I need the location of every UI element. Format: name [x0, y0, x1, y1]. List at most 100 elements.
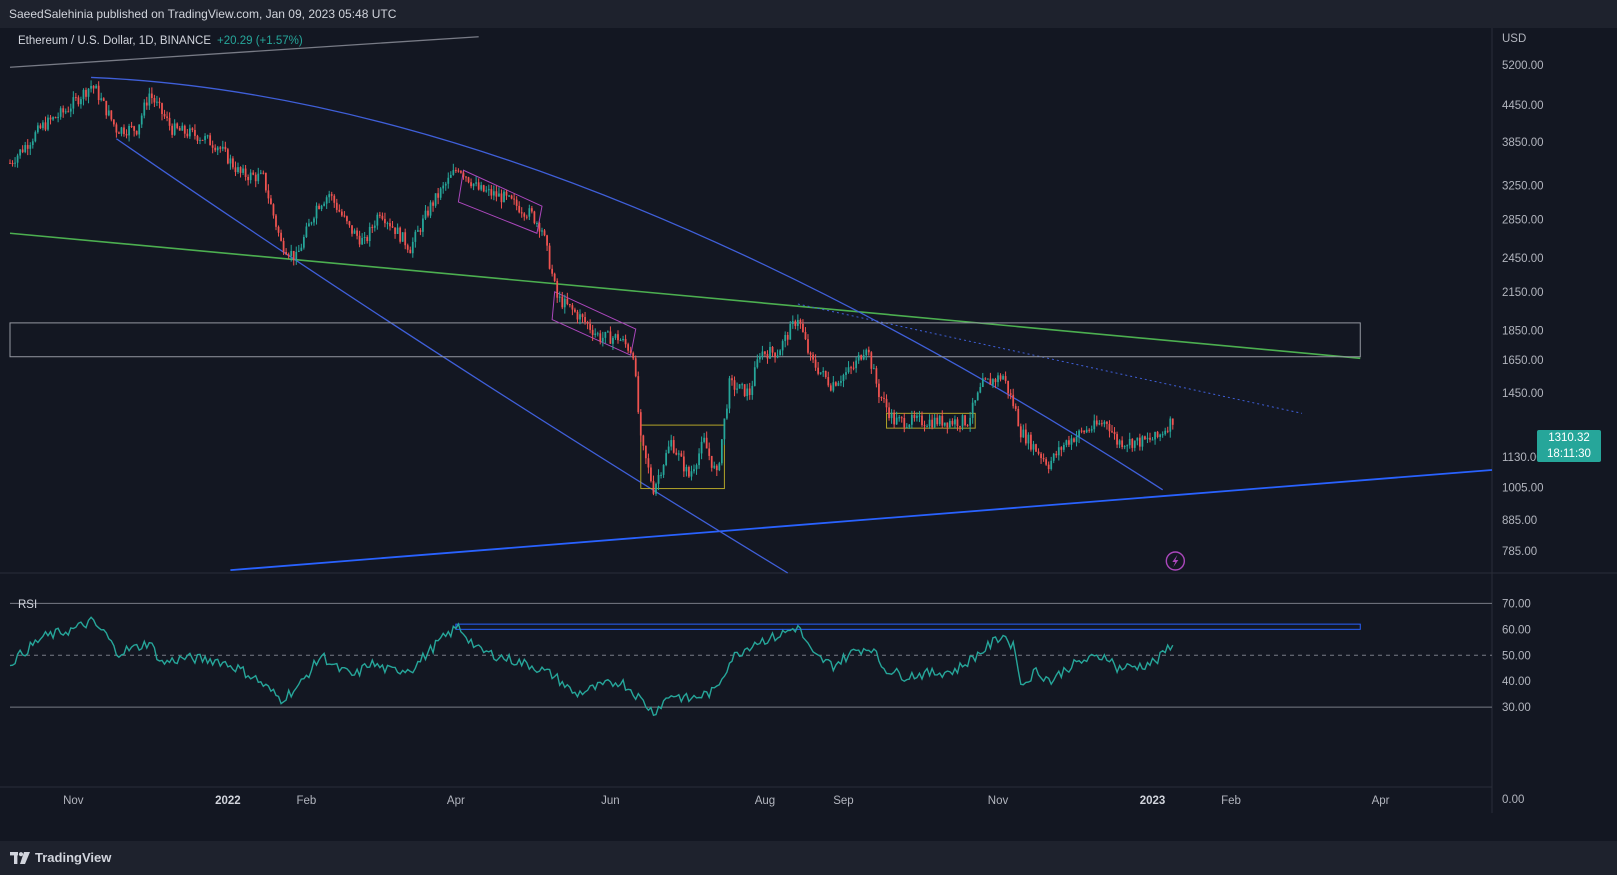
candle-body: [1159, 434, 1162, 438]
trendline-support-blue[interactable]: [230, 469, 1493, 572]
candle-body: [343, 215, 346, 217]
candle-body: [743, 384, 746, 397]
candle-body: [1083, 430, 1086, 433]
trendline-green[interactable]: [9, 232, 1361, 360]
candle-body: [736, 388, 738, 390]
candle-body: [948, 420, 951, 428]
channel-purple-1[interactable]: [457, 169, 543, 234]
chart-area[interactable]: USD 5200.00 4450.00 3850.00 3250.00 2850.00 24…: [0, 28, 1617, 841]
candle-body: [807, 339, 809, 353]
candle-body: [1022, 429, 1025, 438]
candle-body: [594, 333, 597, 335]
candle-body: [541, 230, 543, 232]
candle-body: [199, 139, 201, 141]
candle-body: [376, 214, 379, 226]
time-tick-label: Feb: [296, 795, 316, 807]
candle-body: [285, 252, 288, 255]
drawing-tools[interactable]: [9, 36, 1493, 574]
candle-body: [156, 101, 158, 103]
candle-body: [895, 417, 898, 425]
candle-body: [779, 350, 782, 356]
candle-body: [366, 237, 369, 242]
candle-body: [705, 437, 708, 449]
candle-body: [1144, 436, 1146, 440]
trendline-dotted[interactable]: [797, 303, 1303, 414]
consolidation-box-june[interactable]: [640, 424, 725, 490]
rsi-line[interactable]: [9, 616, 1174, 717]
candle-body: [39, 125, 42, 129]
candle-body: [188, 128, 191, 137]
last-price-tag: 1310.32 18:11:30: [1537, 430, 1601, 462]
candle-body: [530, 208, 533, 212]
price-tick-label: 885.00: [1502, 515, 1537, 527]
candle-body: [533, 211, 536, 224]
candle-body: [596, 333, 599, 335]
candle-body: [789, 324, 792, 340]
candle-body: [133, 126, 136, 131]
candle-body: [817, 367, 820, 374]
candle-body: [1095, 420, 1098, 425]
candle-body: [708, 448, 711, 456]
channel-purple-2[interactable]: [551, 291, 637, 356]
candle-body: [898, 417, 901, 419]
candle-body: [465, 176, 467, 178]
candle-body: [910, 414, 913, 425]
candle-body: [24, 145, 27, 153]
candle-body: [979, 387, 982, 393]
candle-body: [832, 382, 835, 391]
candle-body: [1164, 430, 1167, 435]
candle-body: [338, 209, 341, 212]
arc-support[interactable]: [116, 138, 789, 574]
candle-body: [371, 226, 374, 228]
candle-body: [373, 225, 376, 228]
candle-body: [523, 213, 526, 217]
candle-body: [444, 183, 447, 186]
symbol-label[interactable]: Ethereum / U.S. Dollar, 1D, BINANCE: [18, 35, 212, 47]
candle-body: [72, 97, 75, 109]
candle-body: [715, 465, 718, 471]
candle-body: [166, 116, 168, 118]
rsi-pane-label[interactable]: RSI: [18, 599, 38, 611]
candle-body: [741, 384, 744, 386]
candle-body: [781, 341, 784, 351]
candle-body: [102, 98, 105, 101]
candle-body: [391, 226, 394, 228]
candle-body: [404, 232, 407, 246]
candlestick-series[interactable]: [9, 80, 1174, 496]
candle-body: [100, 98, 103, 101]
candle-body: [622, 338, 624, 341]
candle-body: [254, 174, 257, 182]
candle-body: [764, 351, 766, 354]
candle-body: [921, 415, 923, 426]
candle-body: [1078, 430, 1080, 437]
candle-body: [525, 216, 528, 218]
candle-body: [239, 167, 242, 173]
time-tick-label: Nov: [988, 795, 1009, 807]
candle-body: [1123, 446, 1126, 448]
candle-body: [946, 422, 949, 428]
candle-body: [802, 323, 804, 333]
candle-body: [632, 352, 635, 359]
trendline-grey[interactable]: [9, 36, 479, 68]
candle-body: [609, 331, 612, 344]
candle-body: [675, 452, 678, 455]
tradingview-brand[interactable]: TradingView: [10, 850, 111, 865]
consolidation-box-october[interactable]: [886, 412, 976, 429]
candle-body: [229, 158, 232, 164]
tradingview-logo-icon: [10, 851, 30, 864]
candle-body: [994, 379, 997, 383]
candle-body: [959, 426, 961, 428]
price-tick-label: 3250.00: [1502, 181, 1544, 193]
lightning-icon[interactable]: [1165, 551, 1186, 571]
resistance-zone-rectangle[interactable]: [9, 322, 1361, 358]
candle-body: [650, 467, 652, 482]
rsi-resistance-rectangle[interactable]: [455, 623, 1361, 630]
candle-body: [1098, 423, 1101, 425]
arc-resistance[interactable]: [91, 76, 1164, 491]
candle-body: [171, 125, 174, 135]
candle-body: [467, 177, 470, 183]
candle-body: [576, 311, 579, 320]
price-tick-label: 1130.00: [1502, 452, 1543, 464]
candle-body: [941, 415, 944, 426]
candle-body: [1131, 439, 1134, 448]
